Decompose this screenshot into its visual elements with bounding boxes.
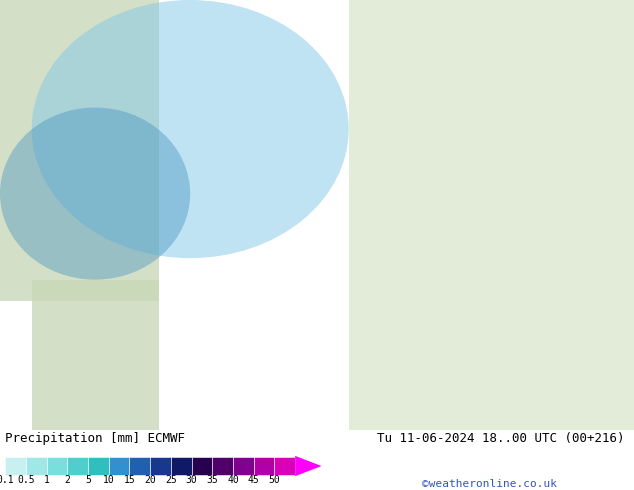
Bar (275, 457, 295, 475)
Bar (150, 457, 171, 475)
Bar (26, 457, 46, 475)
Bar (233, 457, 254, 475)
Bar (349, 0, 634, 430)
Text: 1: 1 (44, 475, 49, 486)
Ellipse shape (32, 0, 349, 258)
Text: Precipitation [mm] ECMWF: Precipitation [mm] ECMWF (5, 432, 185, 445)
Ellipse shape (0, 108, 190, 280)
Text: 0.1: 0.1 (0, 475, 14, 486)
Bar (46, 457, 67, 475)
Bar (191, 457, 212, 475)
Bar (88, 457, 108, 475)
Text: 30: 30 (186, 475, 197, 486)
Text: ©weatheronline.co.uk: ©weatheronline.co.uk (422, 479, 557, 489)
Text: 25: 25 (165, 475, 177, 486)
Text: 40: 40 (227, 475, 239, 486)
Bar (108, 457, 129, 475)
Bar (0, 0, 158, 301)
Bar (129, 457, 150, 475)
Bar (171, 457, 191, 475)
Text: 2: 2 (64, 475, 70, 486)
Text: 35: 35 (207, 475, 218, 486)
FancyArrow shape (295, 456, 321, 476)
Bar (5, 457, 26, 475)
Bar (32, 280, 158, 430)
Text: 15: 15 (124, 475, 135, 486)
Text: 20: 20 (145, 475, 156, 486)
Bar (212, 457, 233, 475)
Text: 0.5: 0.5 (17, 475, 35, 486)
Text: 5: 5 (85, 475, 91, 486)
Text: 10: 10 (103, 475, 115, 486)
Text: 50: 50 (269, 475, 280, 486)
Bar (254, 457, 275, 475)
Text: Tu 11-06-2024 18..00 UTC (00+216): Tu 11-06-2024 18..00 UTC (00+216) (377, 432, 624, 445)
Bar (67, 457, 88, 475)
Text: 45: 45 (248, 475, 259, 486)
